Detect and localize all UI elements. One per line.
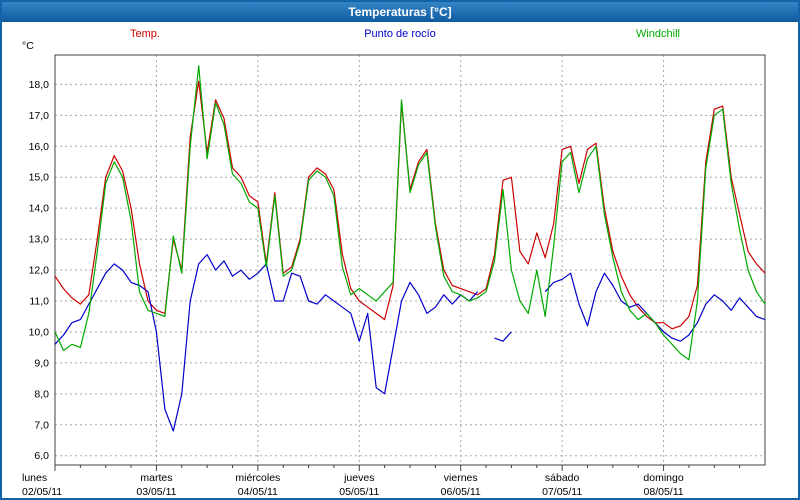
legend-windchill[interactable]: Windchill [635,28,680,40]
day-date-label: 06/05/11 [441,486,481,498]
day-date-label: 02/05/11 [22,486,62,498]
y-tick-label: 7,0 [34,419,49,431]
day-name-label: martes [140,472,172,484]
y-tick-label: 15,0 [29,172,50,184]
day-date-label: 05/05/11 [339,486,379,498]
day-name-label: viernes [444,472,478,484]
y-tick-label: 11,0 [29,296,49,308]
day-date-label: 04/05/11 [238,486,278,498]
day-name-label: sábado [545,472,580,484]
windchill-line [54,65,766,361]
y-tick-label: 18,0 [29,79,50,91]
y-tick-label: 6,0 [34,450,49,462]
window-title: Temperaturas [°C] [348,5,452,19]
y-tick-label: 8,0 [34,388,49,400]
legend-temp[interactable]: Temp. [130,28,160,40]
window-titlebar: Temperaturas [°C] [2,2,798,22]
plot-border [54,54,766,466]
y-tick-label: 17,0 [29,110,50,122]
day-name-label: miércoles [235,472,280,484]
day-date-label: 08/05/11 [644,486,684,498]
y-axis-unit: °C [22,40,34,52]
legend-dewpoint[interactable]: Punto de rocío [364,28,436,40]
y-tick-label: 14,0 [29,203,50,215]
y-tick-label: 13,0 [29,234,50,246]
y-tick-label: 12,0 [29,265,50,277]
day-name-label: domingo [643,472,683,484]
day-name-label: lunes [22,472,47,484]
day-name-label: jueves [343,472,374,484]
chart-area: °C 18,0 17,0 16,0 15,0 14,0 13,0 12,0 11,0 10,0 9,… [2,22,798,498]
temp-line [54,80,766,330]
dewpoint-line [54,254,766,432]
y-tick-label: 10,0 [29,326,50,338]
day-date-label: 07/05/11 [542,486,582,498]
y-tick-label: 9,0 [34,357,49,369]
chart-legend: Temp. Punto de rocío Windchill [2,28,798,44]
temperature-chart: °C 18,0 17,0 16,0 15,0 14,0 13,0 12,0 11,0 10,0 9,… [22,40,766,498]
y-tick-label: 16,0 [29,141,50,153]
day-date-label: 03/05/11 [136,486,176,498]
